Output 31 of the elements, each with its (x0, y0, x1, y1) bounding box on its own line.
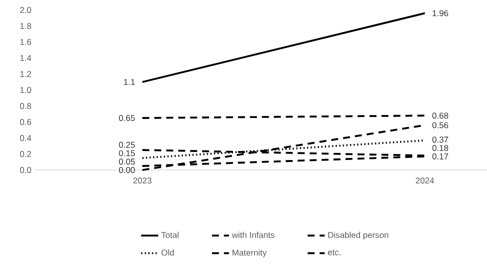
x-tick-label: 2023 (133, 178, 152, 184)
data-label: 0.65 (119, 115, 135, 121)
y-tick-label: 2.0 (20, 7, 32, 13)
data-label: 0.25 (119, 142, 135, 148)
legend-label: Disabled person (328, 232, 388, 240)
legend-label: with Infants (232, 232, 274, 238)
data-label: 1.1 (124, 79, 135, 85)
x-tick-label: 2024 (416, 178, 434, 184)
legend-label: Total (161, 232, 178, 238)
legend-label: Old (162, 249, 174, 256)
y-tick-label: 1.2 (20, 71, 32, 77)
y-tick-label: 0.2 (20, 151, 32, 157)
data-label: 0.68 (432, 112, 448, 119)
y-tick-label: 1.0 (20, 87, 32, 93)
legend-label: etc. (328, 250, 340, 256)
y-tick-label: 1.4 (20, 55, 32, 61)
data-label: 0.17 (432, 153, 448, 160)
data-label: 0.00 (119, 167, 135, 173)
y-tick-label: 1.6 (20, 39, 32, 45)
data-label: 0.37 (432, 136, 448, 143)
data-label: 0.18 (432, 145, 448, 151)
y-tick-label: 1.8 (20, 23, 32, 29)
data-label: 0.15 (119, 150, 135, 156)
data-label: 0.56 (432, 122, 448, 128)
y-tick-label: 0.0 (20, 167, 32, 173)
data-label: 1.96 (432, 10, 448, 16)
data-label: 0.05 (119, 158, 135, 165)
legend-label: Maternity (232, 249, 267, 258)
y-tick-label: 0.6 (20, 119, 32, 125)
y-tick-label: 0.4 (20, 135, 32, 141)
y-tick-label: 0.8 (20, 103, 32, 109)
